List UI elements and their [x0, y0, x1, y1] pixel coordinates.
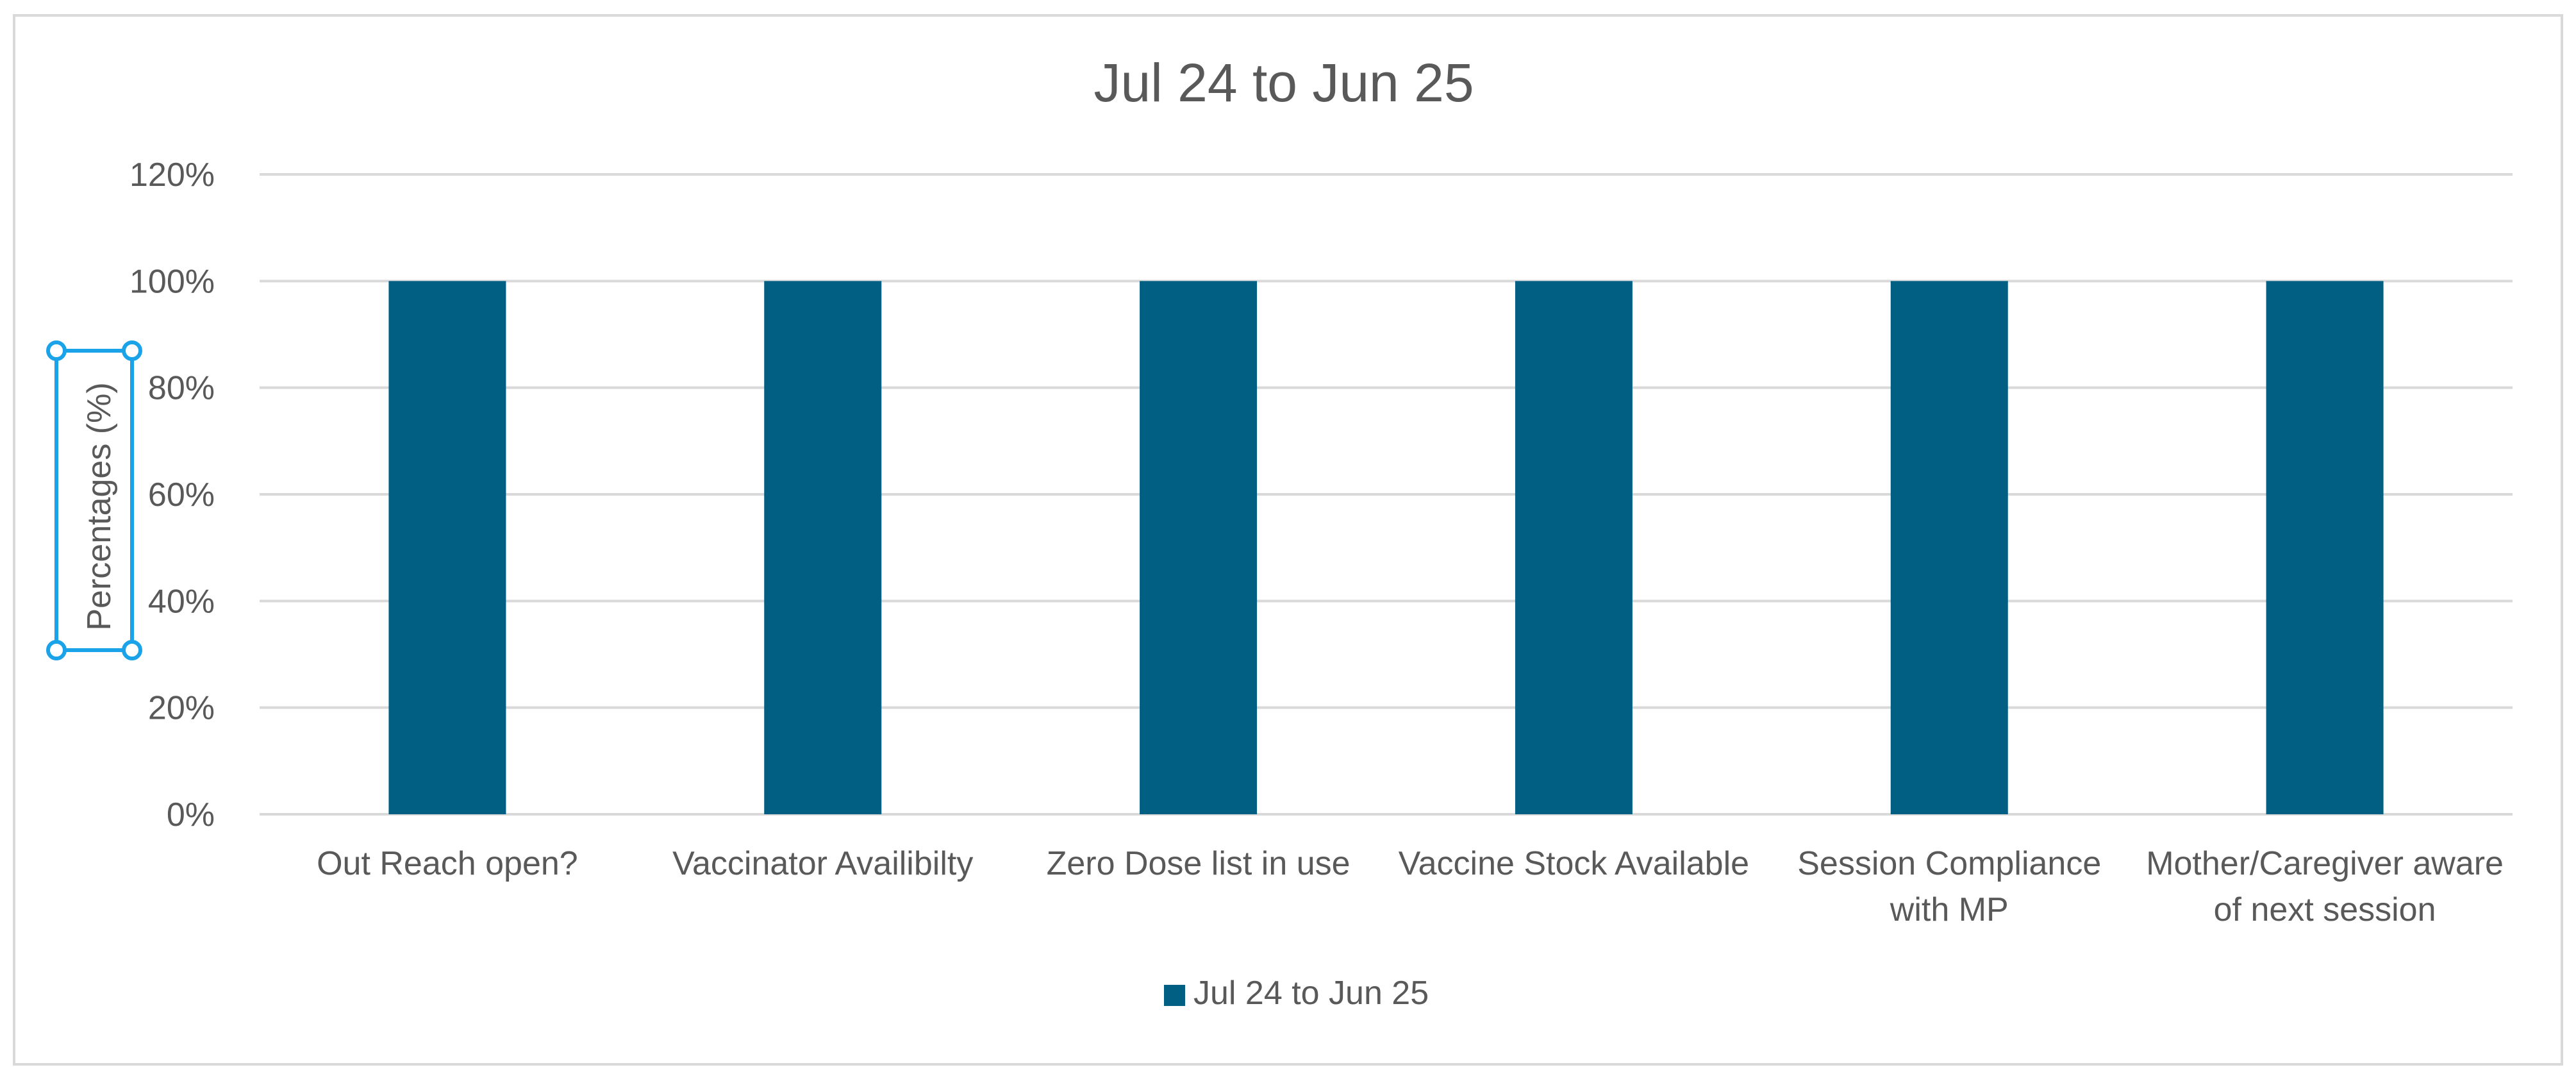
category-label: Vaccine Stock Available — [1399, 845, 1749, 882]
legend-label: Jul 24 to Jun 25 — [1193, 975, 1429, 1012]
y-tick-label: 80% — [148, 370, 215, 407]
bar[interactable] — [1890, 281, 2008, 814]
grid-layer — [260, 173, 2513, 816]
bar-layer — [388, 281, 2384, 814]
category-label: Zero Dose list in use — [1047, 845, 1350, 882]
selection-box[interactable] — [54, 349, 134, 652]
category-label: Mother/Caregiver aware of next session — [2146, 845, 2504, 928]
category-label: Session Compliance with MP — [1797, 845, 2101, 928]
y-axis-title: Percentages (%) — [81, 382, 118, 630]
resize-handle-top-right[interactable] — [122, 340, 142, 361]
bar[interactable] — [764, 281, 882, 814]
y-tick-label: 120% — [129, 156, 215, 194]
resize-handle-top-left[interactable] — [46, 340, 67, 361]
y-tick-label: 100% — [129, 263, 215, 300]
chart-title: Jul 24 to Jun 25 — [1093, 53, 1474, 113]
y-tick-label: 40% — [148, 583, 215, 620]
y-axis-title-group[interactable]: Percentages (%) — [46, 340, 142, 660]
y-tick-labels: 0% 20% 40% 60% 80% 100% 120% — [129, 156, 215, 834]
bar[interactable] — [2266, 281, 2384, 814]
legend-swatch — [1164, 985, 1185, 1006]
resize-handle-bottom-right[interactable] — [122, 640, 142, 660]
bar[interactable] — [1140, 281, 1258, 814]
y-tick-label: 20% — [148, 690, 215, 727]
category-label: Vaccinator Availibilty — [672, 845, 973, 882]
legend: Jul 24 to Jun 25 — [1164, 975, 1429, 1012]
resize-handle-bottom-left[interactable] — [46, 640, 67, 660]
y-tick-label: 60% — [148, 476, 215, 514]
bar[interactable] — [1515, 281, 1633, 814]
category-labels: Out Reach open? Vaccinator Availibilty Zer… — [317, 845, 2504, 928]
y-tick-label: 0% — [167, 796, 215, 834]
bar[interactable] — [388, 281, 506, 814]
category-label: Out Reach open? — [317, 845, 578, 882]
